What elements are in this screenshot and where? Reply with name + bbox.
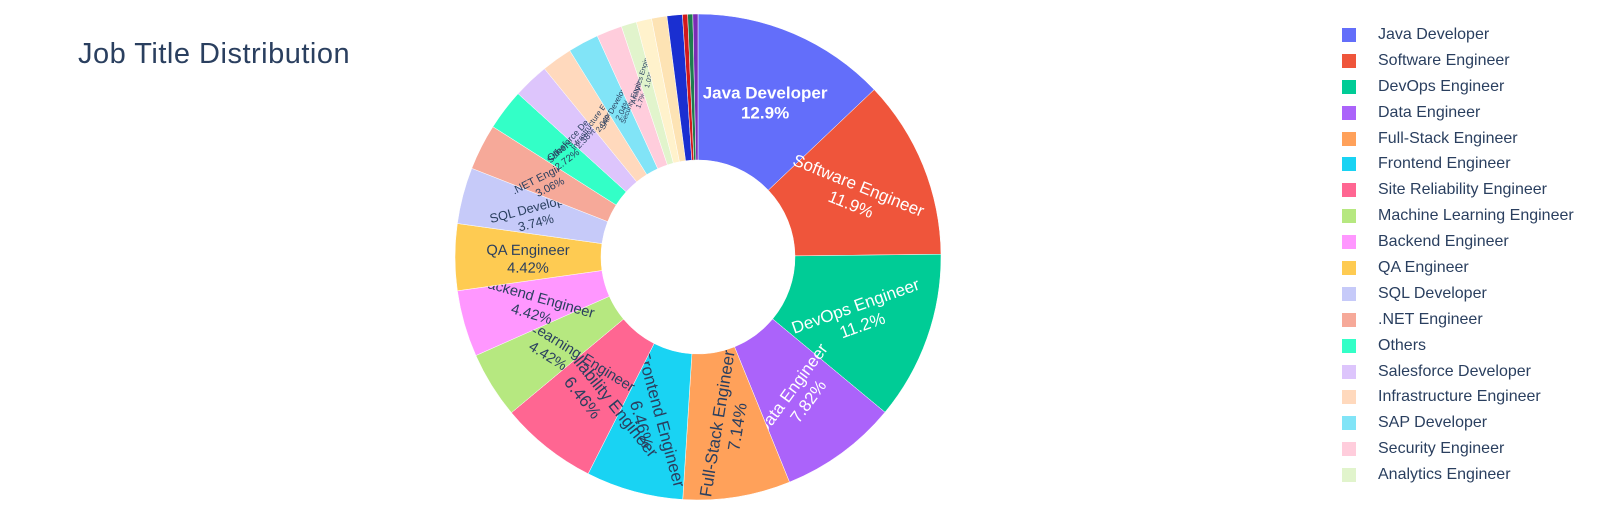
legend-label: Salesforce Developer	[1378, 362, 1531, 380]
legend-item-software-engineer[interactable]: Software Engineer	[1342, 48, 1574, 74]
slice-unlabeled-23[interactable]	[692, 13, 699, 161]
legend-label: .NET Engineer	[1378, 310, 1483, 328]
legend-label: Java Developer	[1378, 25, 1490, 43]
legend-item-net-engineer[interactable]: .NET Engineer	[1342, 307, 1574, 333]
legend-swatch	[1342, 338, 1356, 353]
legend-swatch	[1342, 312, 1356, 327]
legend-swatch	[1342, 416, 1356, 431]
legend-swatch	[1342, 235, 1356, 250]
legend-swatch	[1342, 53, 1356, 68]
legend-item-full-stack-engineer[interactable]: Full-Stack Engineer	[1342, 126, 1574, 152]
legend-swatch	[1342, 364, 1356, 379]
legend-item-machine-learning-engineer[interactable]: Machine Learning Engineer	[1342, 203, 1574, 229]
legend-label: Security Engineer	[1378, 440, 1505, 458]
legend-swatch	[1342, 286, 1356, 301]
legend-label: Software Engineer	[1378, 51, 1510, 69]
legend-label: Analytics Engineer	[1378, 466, 1511, 484]
legend-label: Data Engineer	[1378, 103, 1481, 121]
legend-item-infrastructure-engineer[interactable]: Infrastructure Engineer	[1342, 384, 1574, 410]
legend-item-security-engineer[interactable]: Security Engineer	[1342, 436, 1574, 462]
slice-label-group: Java Developer 12.9%	[703, 83, 828, 122]
legend-swatch	[1342, 105, 1356, 120]
legend-label: Frontend Engineer	[1378, 155, 1511, 173]
slice-devops-engineer[interactable]	[772, 253, 942, 413]
legend-label: SQL Developer	[1378, 284, 1487, 302]
legend-label: Site Reliability Engineer	[1378, 181, 1547, 199]
legend-swatch	[1342, 131, 1356, 146]
legend-label: Machine Learning Engineer	[1378, 207, 1574, 225]
legend-swatch	[1342, 209, 1356, 224]
slice-label: QA Engineer	[486, 243, 569, 259]
legend-label: Full-Stack Engineer	[1378, 129, 1518, 147]
legend-label: DevOps Engineer	[1378, 77, 1505, 95]
legend-item-devops-engineer[interactable]: DevOps Engineer	[1342, 74, 1574, 100]
legend: Java Developer Software Engineer DevOps En…	[1342, 22, 1574, 488]
legend-swatch	[1342, 442, 1356, 457]
chart-title: Job Title Distribution	[78, 38, 351, 70]
legend-label: Others	[1378, 336, 1427, 354]
legend-label: Infrastructure Engineer	[1378, 388, 1541, 406]
legend-item-qa-engineer[interactable]: QA Engineer	[1342, 255, 1574, 281]
legend-label: Backend Engineer	[1378, 233, 1509, 251]
legend-item-site-reliability-engineer[interactable]: Site Reliability Engineer	[1342, 177, 1574, 203]
legend-item-frontend-engineer[interactable]: Frontend Engineer	[1342, 151, 1574, 177]
slice-label: Java Developer	[703, 83, 828, 102]
legend-swatch	[1342, 468, 1356, 483]
legend-swatch	[1342, 157, 1356, 172]
legend-item-backend-engineer[interactable]: Backend Engineer	[1342, 229, 1574, 255]
slice-software-engineer[interactable]	[767, 89, 942, 257]
legend-item-analytics-engineer[interactable]: Analytics Engineer	[1342, 462, 1574, 488]
legend-item-java-developer[interactable]: Java Developer	[1342, 22, 1574, 48]
legend-label: QA Engineer	[1378, 258, 1469, 276]
legend-swatch	[1342, 183, 1356, 198]
legend-item-others[interactable]: Others	[1342, 333, 1574, 359]
legend-swatch	[1342, 27, 1356, 42]
legend-item-sql-developer[interactable]: SQL Developer	[1342, 281, 1574, 307]
legend-swatch	[1342, 390, 1356, 405]
legend-swatch	[1342, 260, 1356, 275]
slice-percent: 4.42%	[507, 261, 549, 277]
slice-java-developer[interactable]	[697, 13, 875, 191]
legend-item-data-engineer[interactable]: Data Engineer	[1342, 100, 1574, 126]
legend-item-sap-developer[interactable]: SAP Developer	[1342, 410, 1574, 436]
slice-percent: 12.9%	[741, 104, 789, 123]
legend-label: SAP Developer	[1378, 414, 1488, 432]
legend-swatch	[1342, 79, 1356, 94]
slice-label-group: QA Engineer 4.42%	[486, 243, 569, 277]
legend-item-salesforce-developer[interactable]: Salesforce Developer	[1342, 359, 1574, 385]
